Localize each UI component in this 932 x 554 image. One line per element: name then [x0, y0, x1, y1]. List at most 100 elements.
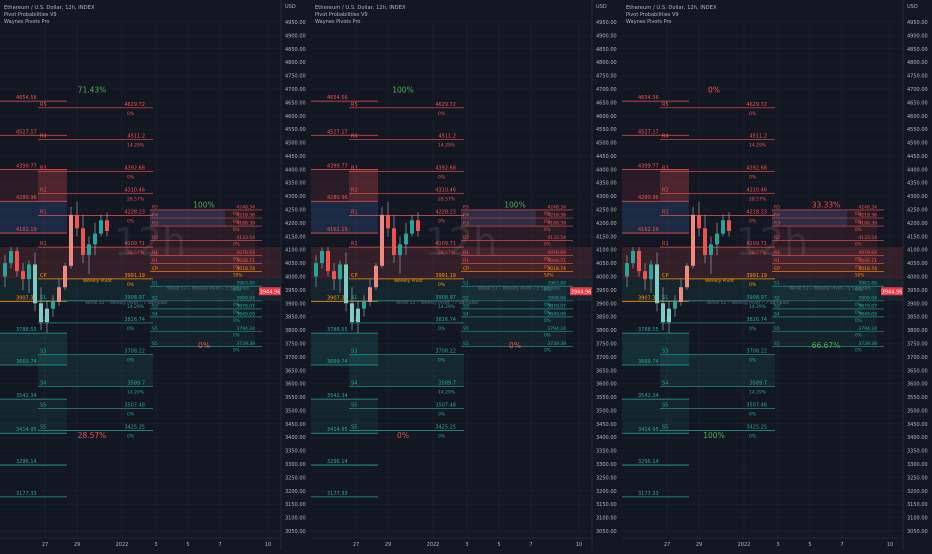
price-axis-tick: 4650.00	[285, 100, 306, 106]
axis-currency: USD	[907, 4, 918, 10]
indicator-name: Pivot Probabilities V9	[315, 12, 368, 18]
pivot-level-tag: S4	[152, 311, 158, 317]
pivot-level-tag: S4	[662, 380, 668, 386]
watermark-text: 12h	[736, 220, 808, 264]
price-axis-tick: 4200.00	[907, 221, 928, 227]
candle	[81, 228, 85, 256]
pivot-level-label: 3826.74	[435, 317, 456, 323]
pivot-level-tag: R4	[463, 213, 469, 219]
pivot-level-label: 4133.54	[858, 235, 877, 241]
pivot-note: Week 52 – Weekly Pivot – 7 Samples	[85, 300, 168, 306]
time-axis-tick: 10	[265, 542, 271, 548]
pivot-probability: 0%	[855, 256, 862, 261]
chart-panel-3[interactable]: 12h 4654.56 4527.17 4399.77 4280.96 4162.19 39…	[622, 0, 928, 550]
price-axis-tick: 3850.00	[285, 315, 306, 321]
price-axis-tick: 3550.00	[285, 395, 306, 401]
price-axis-tick: 4300.00	[596, 194, 617, 200]
pivot-level-label: 3669.74	[327, 359, 348, 365]
pivot-level-label: 3708.22	[435, 349, 456, 355]
chart-panel-2[interactable]: 12h 4654.56 4527.17 4399.77 4280.96 4162.19 39…	[311, 0, 617, 550]
price-axis-tick: 4350.00	[907, 181, 928, 187]
pivot-probability: 0%	[127, 433, 135, 439]
price-axis-tick: 3500.00	[907, 408, 928, 414]
pivot-note: Week 51 – Weekly Pivot – 5 Samples	[167, 286, 250, 292]
probability-label: 0%	[397, 431, 409, 440]
pivot-level-tag: R1	[774, 250, 780, 256]
pivot-probability: 14.29%	[127, 143, 145, 149]
zone-green	[622, 278, 903, 302]
zone-green	[0, 399, 67, 434]
time-axis-tick: 7	[529, 542, 532, 548]
candle	[691, 214, 695, 266]
price-axis-tick: 4100.00	[907, 248, 928, 254]
probability-label: 0%	[198, 341, 210, 350]
pivot-probability: 0%	[544, 219, 551, 224]
pivot-probability: 0%	[233, 242, 240, 247]
pivot-level-tag: R3	[351, 165, 358, 171]
pivot-level-tag: CP	[40, 273, 47, 279]
pivot-level-label: 3963.89	[547, 281, 566, 287]
pivot-level-tag: R5	[40, 102, 47, 108]
time-axis-tick: 7	[840, 542, 843, 548]
pivot-probability: 0%	[855, 347, 862, 352]
chart-panel-1[interactable]: 12h 4654.56 4527.17 4399.77 4280.96 4162.19 39…	[0, 0, 306, 550]
pivot-probability: 0%	[127, 218, 135, 224]
candle	[368, 287, 372, 302]
pivot-level-label: 3879.07	[547, 303, 566, 309]
candle	[350, 303, 354, 323]
pivot-level-label: 3908.97	[746, 295, 767, 301]
pivot-level-label: 3542.34	[16, 393, 37, 399]
pivot-level-label: 4078.69	[236, 250, 255, 256]
price-axis-tick: 4200.00	[596, 221, 617, 227]
pivot-level-tag: R1	[774, 258, 780, 264]
pivot-level-label: 4527.17	[327, 129, 348, 135]
candle	[655, 264, 659, 304]
time-axis-tick: 27	[353, 542, 359, 548]
candle	[392, 228, 396, 256]
pivot-probability: 50%	[544, 272, 553, 277]
zone-green	[622, 399, 689, 434]
time-axis-tick: 5	[497, 542, 500, 548]
price-axis-tick: 4250.00	[285, 208, 306, 214]
price-axis-tick: 4800.00	[907, 60, 928, 66]
pivot-probability: 0%	[749, 174, 757, 180]
pivot-probability: 0%	[544, 264, 551, 269]
price-axis-tick: 3700.00	[285, 355, 306, 361]
pivot-level-label: 4109.71	[124, 241, 145, 247]
price-axis-tick: 4400.00	[907, 167, 928, 173]
pivot-level-label: 4048.71	[858, 258, 877, 264]
price-axis-tick: 3100.00	[596, 516, 617, 522]
pivot-level-tag: R1	[152, 250, 158, 256]
pivot-probability: 28.57%	[438, 250, 456, 256]
pivot-level-tag: S5	[774, 341, 780, 347]
pivot-level-label: 3991.19	[124, 273, 145, 279]
pivot-level-tag: R1	[463, 250, 469, 256]
price-axis-tick: 3050.00	[907, 529, 928, 535]
candle	[27, 264, 31, 280]
pivot-level-tag: S1	[774, 281, 780, 287]
pivot-level-tag: R1	[351, 209, 358, 215]
pivot-level-label: 3507.48	[435, 402, 456, 408]
price-axis-tick: 4100.00	[285, 248, 306, 254]
candle	[338, 264, 342, 280]
pivot-level-label: 4392.68	[124, 165, 145, 171]
pivot-level-tag: S5	[463, 326, 469, 332]
pivot-level-label: 3177.33	[638, 491, 659, 497]
pivot-probability: 0%	[233, 318, 240, 323]
pivot-level-label: 4162.19	[327, 227, 348, 233]
pivot-level-tag: R5	[774, 204, 780, 210]
candle	[69, 214, 73, 266]
pivot-probability: 0%	[855, 302, 862, 307]
pivot-level-label: 3296.14	[327, 459, 348, 465]
pivot-probability: 0%	[749, 433, 757, 439]
pivot-probability: 14.29%	[438, 304, 456, 310]
price-tag-label: 3944.96	[260, 289, 281, 295]
pivot-level-tag: S5	[662, 424, 668, 430]
pivot-level-label: 3739.39	[236, 341, 255, 347]
pivot-level-label: 4527.17	[638, 129, 659, 135]
price-axis-tick: 3950.00	[285, 288, 306, 294]
price-axis-tick: 4300.00	[907, 194, 928, 200]
zone-red	[38, 169, 67, 202]
time-axis-tick: 3	[776, 542, 779, 548]
